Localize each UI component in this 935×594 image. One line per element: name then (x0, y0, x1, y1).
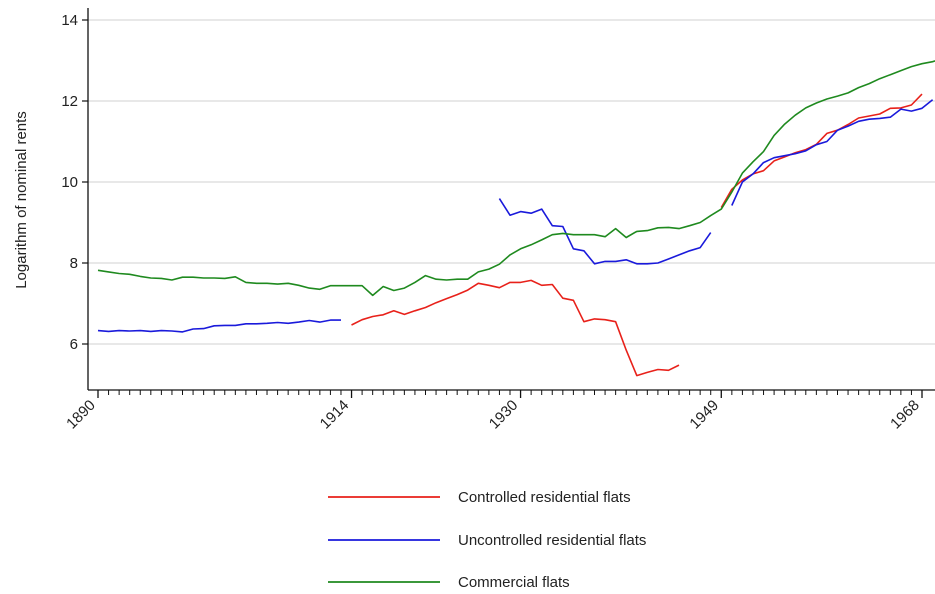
y-tick-label: 8 (70, 255, 78, 272)
y-axis-title: Logarithm of nominal rents (13, 111, 30, 289)
y-tick-label: 14 (61, 12, 78, 29)
x-tick-label: 1968 (887, 397, 923, 433)
y-tick-label: 6 (70, 336, 78, 353)
series-lines (97, 60, 935, 377)
series-line-1-segment-2 (731, 99, 934, 206)
x-tick-label: 1914 (317, 397, 353, 433)
legend-label-0: Controlled residential flats (458, 489, 631, 506)
grid-lines (88, 19, 935, 345)
series-line-2-segment-0 (97, 60, 935, 297)
series-line-0-segment-0 (351, 279, 680, 377)
series-line-1-segment-1 (498, 198, 712, 265)
x-tick-label: 1930 (486, 397, 522, 433)
legend: Controlled residential flats Uncontrolled… (328, 489, 646, 591)
series-line-0-segment-1 (720, 93, 923, 208)
series-line-1-segment-0 (97, 319, 341, 333)
y-tick-label: 10 (61, 174, 78, 191)
x-tick-label: 1949 (686, 397, 722, 433)
y-tick-label: 12 (61, 93, 78, 110)
x-axis-ticks: 1890 1914 1930 1949 1968 (63, 390, 923, 432)
x-tick-label: 1890 (63, 397, 99, 433)
axes (87, 8, 935, 391)
y-axis-ticks: 6 8 10 12 14 (61, 12, 88, 353)
legend-label-2: Commercial flats (458, 574, 570, 591)
legend-label-1: Uncontrolled residential flats (458, 532, 646, 549)
